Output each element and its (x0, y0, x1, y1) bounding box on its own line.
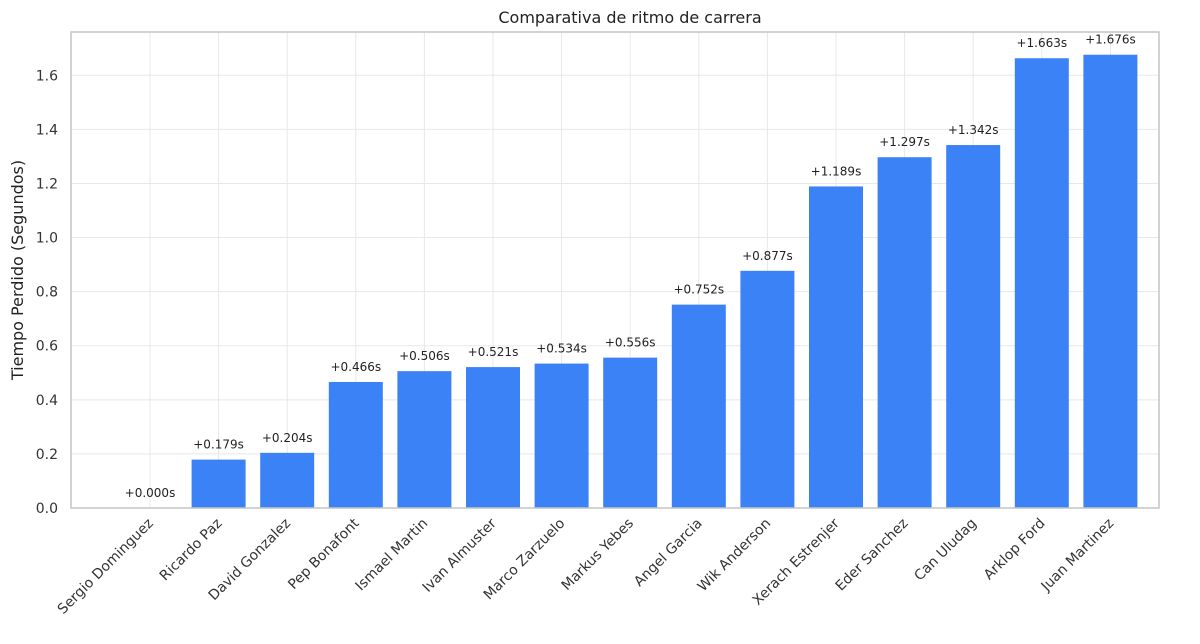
x-tick-label: Ismael Martin (353, 516, 432, 595)
data-label: +0.877s (742, 249, 793, 263)
data-label: +0.521s (468, 345, 519, 359)
plot-frame (70, 31, 1160, 509)
bar (603, 357, 658, 508)
data-label-layer: +0.000s +0.179s +0.204s +0.466s +0.506s +0.52… (125, 33, 1136, 500)
x-tick-label: Arklop Ford (981, 516, 1049, 584)
bar (397, 371, 452, 508)
data-label: +0.534s (536, 342, 587, 356)
data-label: +1.342s (948, 123, 999, 137)
data-label: +0.752s (673, 283, 724, 297)
bar (946, 145, 1001, 509)
bar (671, 304, 726, 508)
bar (1083, 54, 1138, 509)
y-tick-label: 1.2 (36, 176, 58, 192)
data-label: +1.663s (1016, 36, 1067, 50)
bar (740, 270, 795, 508)
x-tick-label: Sergio Dominguez (55, 516, 157, 618)
y-tick-layer: 0.0 0.2 0.4 0.6 0.8 1.0 1.2 1.4 1.6 (36, 68, 58, 517)
x-tick-label: Wik Anderson (695, 516, 774, 595)
data-label: +1.189s (811, 164, 862, 178)
bar-layer (191, 54, 1138, 509)
x-tick-label: Can Uludag (911, 516, 980, 585)
y-tick-label: 0.6 (36, 339, 58, 355)
x-tick-label: Juan Martinez (1038, 516, 1118, 596)
y-axis-label: Tiempo Perdido (Segundos) (8, 160, 27, 381)
y-tick-label: 1.4 (36, 122, 58, 138)
y-tick-label: 0.4 (36, 393, 58, 409)
data-label: +0.179s (193, 438, 244, 452)
x-tick-label: Angel Garcia (631, 516, 705, 590)
x-tick-label: Markus Yebes (559, 516, 637, 594)
bar (877, 157, 932, 508)
bar (534, 363, 589, 508)
bar (1014, 58, 1069, 508)
data-label: +1.297s (879, 135, 930, 149)
data-label: +0.506s (399, 349, 450, 363)
y-tick-label: 0.8 (36, 285, 58, 301)
bar (191, 459, 246, 508)
bar (328, 381, 383, 508)
bar (260, 452, 315, 508)
data-label: +0.000s (125, 486, 176, 500)
x-tick-label: Pep Bonafont (285, 515, 363, 593)
data-label: +0.466s (330, 360, 381, 374)
data-label: +1.676s (1085, 33, 1136, 47)
data-label: +0.556s (605, 336, 656, 350)
y-tick-label: 1.6 (36, 68, 58, 84)
y-tick-label: 0.2 (36, 447, 58, 463)
bar (809, 186, 863, 508)
x-tick-label: Eder Sanchez (833, 516, 912, 595)
y-tick-label: 1.0 (36, 231, 58, 247)
data-label: +0.204s (262, 431, 313, 445)
chart-title: Comparativa de ritmo de carrera (498, 8, 761, 27)
y-tick-label: 0.0 (36, 501, 58, 517)
bar (466, 367, 520, 508)
x-tick-label: Ricardo Paz (157, 516, 226, 585)
